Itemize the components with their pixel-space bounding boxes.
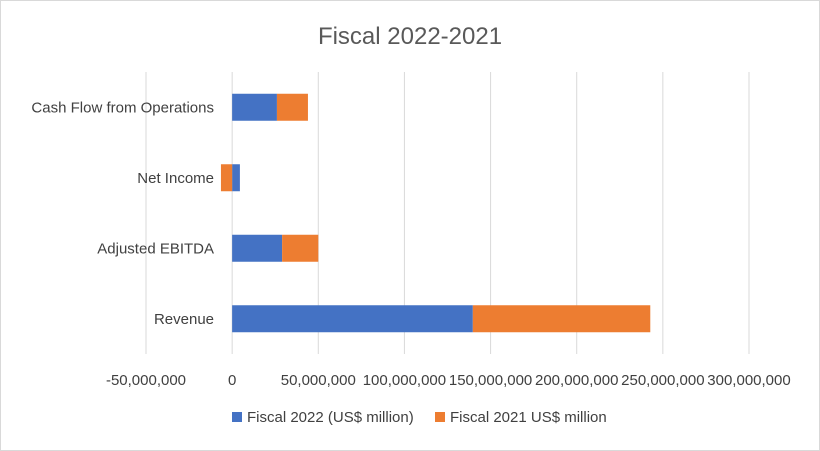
legend-swatch-fiscal-2021 <box>435 412 445 422</box>
x-tick-label: 100,000,000 <box>363 372 446 389</box>
bar-fiscal-2021 <box>472 305 651 333</box>
category-label: Adjusted EBITDA <box>97 240 214 257</box>
bar-fiscal-2022 <box>232 164 240 192</box>
chart-title: Fiscal 2022-2021 <box>318 23 502 50</box>
category-labels: Cash Flow from Operations Net Income Adjus… <box>31 99 214 328</box>
x-tick-label: 150,000,000 <box>449 372 532 389</box>
category-label: Cash Flow from Operations <box>31 99 214 116</box>
bar-fiscal-2021 <box>276 93 308 121</box>
x-tick-label: 50,000,000 <box>281 372 356 389</box>
bar-fiscal-2022 <box>232 234 283 262</box>
x-tick-label: 200,000,000 <box>535 372 618 389</box>
x-axis-ticks: -50,000,000 0 50,000,000 100,000,000 150,000… <box>106 372 791 389</box>
bar-fiscal-2021 <box>220 164 233 192</box>
x-tick-label: 0 <box>228 372 236 389</box>
bar-fiscal-2022 <box>232 93 277 121</box>
category-label: Net Income <box>137 170 214 187</box>
x-tick-label: -50,000,000 <box>106 372 186 389</box>
x-tick-label: 250,000,000 <box>621 372 704 389</box>
legend: Fiscal 2022 (US$ million) Fiscal 2021 US… <box>232 409 607 426</box>
legend-label-fiscal-2022: Fiscal 2022 (US$ million) <box>247 409 414 426</box>
bar-fiscal-2022 <box>232 305 473 333</box>
bar-fiscal-2021 <box>282 234 319 262</box>
x-tick-label: 300,000,000 <box>707 372 790 389</box>
legend-swatch-fiscal-2022 <box>232 412 242 422</box>
legend-label-fiscal-2021: Fiscal 2021 US$ million <box>450 409 607 426</box>
category-label: Revenue <box>154 311 214 328</box>
bars <box>220 93 651 333</box>
